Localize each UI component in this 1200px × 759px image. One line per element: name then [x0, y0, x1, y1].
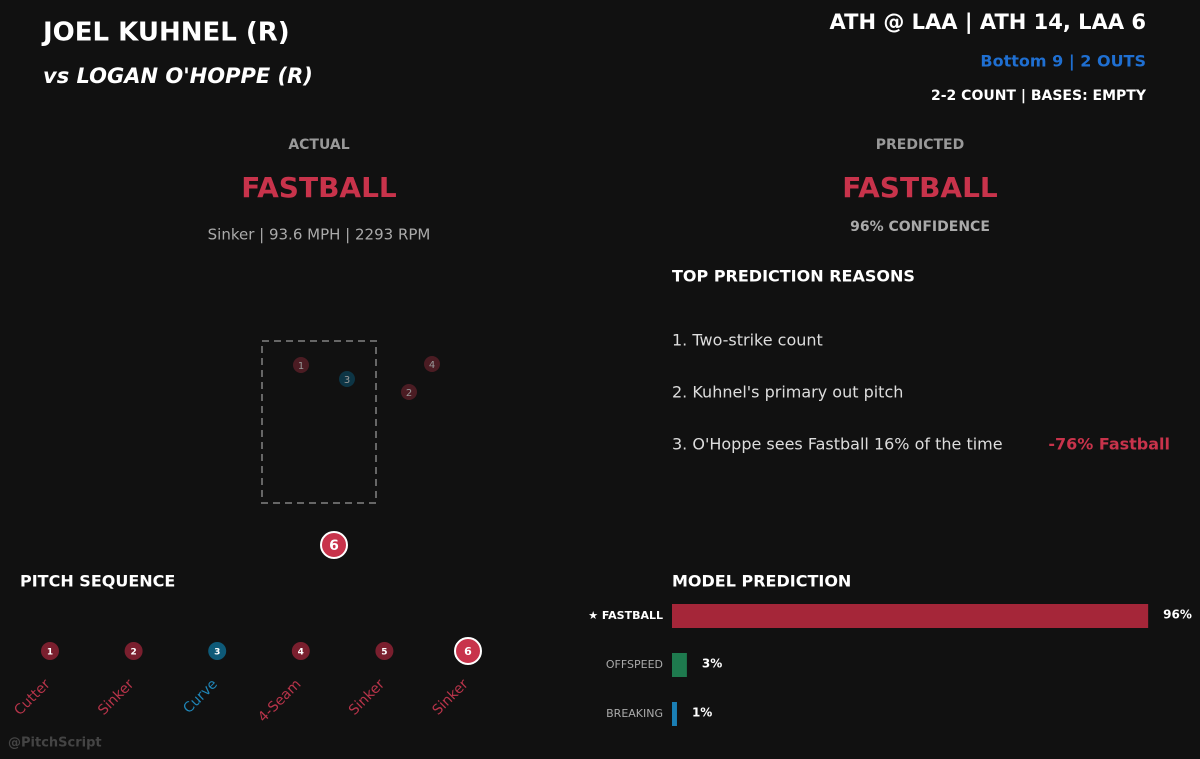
- zone-pitch: [339, 371, 355, 387]
- reason-impact: -76% Fastball: [1048, 435, 1170, 454]
- sequence-number: 4: [298, 648, 304, 658]
- sequence-pitch: [124, 642, 143, 660]
- situation: 2-2 COUNT | BASES: EMPTY: [931, 88, 1147, 104]
- reason: 3. O'Hoppe sees Fastball 16% of the time: [672, 435, 1003, 454]
- sequence-pitch: [41, 642, 59, 660]
- sequence-number: 5: [381, 648, 387, 658]
- actual-pitch: FASTBALL: [241, 171, 397, 204]
- actual-details: Sinker | 93.6 MPH | 2293 RPM: [208, 226, 431, 244]
- predicted-label: PREDICTED: [876, 137, 964, 153]
- credit: @PitchScript: [8, 736, 102, 751]
- model-title: MODEL PREDICTION: [672, 572, 851, 591]
- zone-pitch: [424, 356, 440, 372]
- bar-label: OFFSPEED: [606, 658, 663, 671]
- bar: [672, 604, 1149, 628]
- zone-pitch: [320, 531, 348, 559]
- predicted-pitch: FASTBALL: [842, 171, 998, 204]
- sequence-pitch: [454, 637, 482, 665]
- sequence-pitch: [291, 642, 310, 660]
- inning: Bottom 9 | 2 OUTS: [980, 52, 1146, 72]
- zone-pitch-number: 3: [344, 375, 350, 386]
- zone-pitch: [401, 384, 417, 400]
- reason: 1. Two-strike count: [672, 331, 823, 350]
- sequence-number: 6: [464, 645, 472, 658]
- reasons-title: TOP PREDICTION REASONS: [672, 267, 915, 286]
- sequence-number: 2: [130, 648, 136, 658]
- pitcher-name: JOEL KUHNEL (R): [41, 18, 290, 48]
- bar-label: BREAKING: [606, 707, 663, 720]
- sequence-title: PITCH SEQUENCE: [20, 572, 175, 591]
- confidence: 96% CONFIDENCE: [850, 219, 990, 235]
- sequence-pitch: [208, 642, 227, 660]
- actual-label: ACTUAL: [288, 137, 349, 153]
- bar-label: ★ FASTBALL: [588, 609, 663, 622]
- sequence-pitch: [375, 642, 394, 660]
- sequence-number: 1: [47, 648, 53, 658]
- bar-value: 1%: [692, 706, 712, 720]
- sequence-number: 3: [214, 648, 220, 658]
- zone-pitch: [293, 357, 309, 373]
- bar-value: 3%: [702, 657, 722, 671]
- bar: [672, 653, 687, 677]
- reason: 2. Kuhnel's primary out pitch: [672, 383, 903, 402]
- bar: [672, 702, 677, 726]
- zone-pitch-number: 1: [298, 361, 304, 372]
- zone-pitch-number: 2: [406, 388, 412, 399]
- batter-name: vs LOGAN O'HOPPE (R): [43, 64, 313, 88]
- strike-zone: [261, 340, 377, 504]
- matchup: ATH @ LAA | ATH 14, LAA 6: [830, 10, 1146, 35]
- bar-value: 96%: [1163, 608, 1192, 622]
- zone-pitch-number: 6: [329, 538, 339, 554]
- zone-pitch-number: 4: [429, 360, 435, 371]
